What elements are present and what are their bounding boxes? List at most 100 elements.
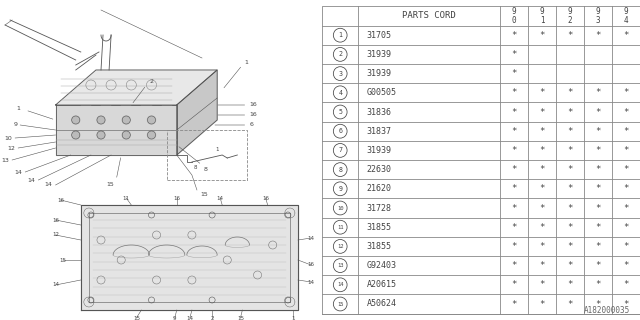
Text: 14: 14	[14, 170, 22, 174]
Text: *: *	[595, 280, 601, 289]
Text: G92403: G92403	[367, 261, 396, 270]
Text: *: *	[540, 108, 545, 116]
Text: *: *	[511, 280, 516, 289]
Polygon shape	[56, 70, 217, 105]
Text: 13: 13	[1, 157, 9, 163]
Text: 16: 16	[250, 102, 257, 108]
Text: 16: 16	[173, 196, 180, 201]
Text: 31939: 31939	[367, 146, 392, 155]
Text: 10: 10	[4, 135, 12, 140]
Text: 1: 1	[291, 316, 294, 320]
Text: 12: 12	[337, 244, 344, 249]
Text: 9: 9	[338, 186, 342, 192]
Text: *: *	[511, 127, 516, 136]
Text: 9: 9	[173, 316, 177, 320]
Text: *: *	[540, 31, 545, 40]
Circle shape	[122, 131, 131, 139]
Text: 9
3: 9 3	[596, 7, 600, 25]
Text: *: *	[511, 165, 516, 174]
Text: *: *	[540, 204, 545, 212]
Text: 8: 8	[338, 167, 342, 172]
Text: 14: 14	[28, 178, 35, 182]
Text: 15: 15	[237, 316, 244, 320]
Text: 9
0: 9 0	[512, 7, 516, 25]
Text: *: *	[540, 261, 545, 270]
Circle shape	[147, 116, 156, 124]
Text: *: *	[567, 146, 573, 155]
Text: 8: 8	[204, 167, 208, 172]
Text: 21620: 21620	[367, 184, 392, 193]
Text: *: *	[511, 50, 516, 59]
Text: 31836: 31836	[367, 108, 392, 116]
Text: *: *	[623, 31, 628, 40]
Text: *: *	[511, 31, 516, 40]
Text: *: *	[623, 280, 628, 289]
Text: *: *	[567, 184, 573, 193]
Text: 1: 1	[338, 32, 342, 38]
Polygon shape	[81, 205, 298, 310]
Text: *: *	[567, 108, 573, 116]
Text: 9
2: 9 2	[568, 7, 572, 25]
Circle shape	[72, 116, 80, 124]
Text: *: *	[623, 146, 628, 155]
Text: *: *	[623, 204, 628, 212]
Text: A182000035: A182000035	[584, 306, 630, 315]
Text: *: *	[595, 204, 601, 212]
Text: *: *	[511, 108, 516, 116]
Text: 31855: 31855	[367, 242, 392, 251]
Text: 11: 11	[337, 225, 344, 230]
Text: *: *	[567, 223, 573, 232]
Text: *: *	[623, 184, 628, 193]
Text: 9
4: 9 4	[624, 7, 628, 25]
Text: 16: 16	[57, 197, 64, 203]
Text: 13: 13	[337, 263, 344, 268]
Text: *: *	[511, 184, 516, 193]
Text: *: *	[511, 146, 516, 155]
Text: 31939: 31939	[367, 50, 392, 59]
Text: 6: 6	[338, 128, 342, 134]
Text: 2: 2	[211, 316, 214, 320]
Text: *: *	[595, 223, 601, 232]
Circle shape	[72, 131, 80, 139]
Text: *: *	[595, 146, 601, 155]
Text: *: *	[595, 165, 601, 174]
Text: A50624: A50624	[367, 300, 396, 308]
Text: 1: 1	[216, 147, 219, 152]
Text: *: *	[511, 242, 516, 251]
Circle shape	[97, 116, 105, 124]
Text: *: *	[623, 300, 628, 308]
Text: *: *	[623, 223, 628, 232]
Text: *: *	[595, 184, 601, 193]
Text: *: *	[567, 242, 573, 251]
Text: *: *	[567, 300, 573, 308]
Text: 2: 2	[338, 52, 342, 57]
Text: *: *	[595, 127, 601, 136]
Text: *: *	[540, 146, 545, 155]
Bar	[166, 130, 248, 180]
Text: *: *	[511, 69, 516, 78]
Text: 16: 16	[250, 113, 257, 117]
Text: *: *	[540, 165, 545, 174]
Text: 4: 4	[338, 90, 342, 96]
Text: *: *	[623, 108, 628, 116]
Text: 11: 11	[123, 196, 130, 201]
Text: 5: 5	[338, 109, 342, 115]
Text: 31855: 31855	[367, 223, 392, 232]
Text: 9: 9	[13, 123, 17, 127]
Text: 14: 14	[45, 182, 52, 188]
Text: *: *	[511, 300, 516, 308]
Text: A20615: A20615	[367, 280, 396, 289]
Text: *: *	[595, 88, 601, 97]
Text: 9
1: 9 1	[540, 7, 545, 25]
Text: *: *	[595, 261, 601, 270]
Text: 15: 15	[200, 192, 208, 197]
Text: 15: 15	[106, 182, 114, 187]
Text: 14: 14	[217, 196, 224, 201]
Text: *: *	[540, 242, 545, 251]
Text: 2: 2	[150, 79, 154, 84]
Text: *: *	[540, 88, 545, 97]
Text: *: *	[595, 300, 601, 308]
Circle shape	[122, 116, 131, 124]
Text: 14: 14	[52, 283, 59, 287]
Text: 15: 15	[59, 258, 66, 262]
